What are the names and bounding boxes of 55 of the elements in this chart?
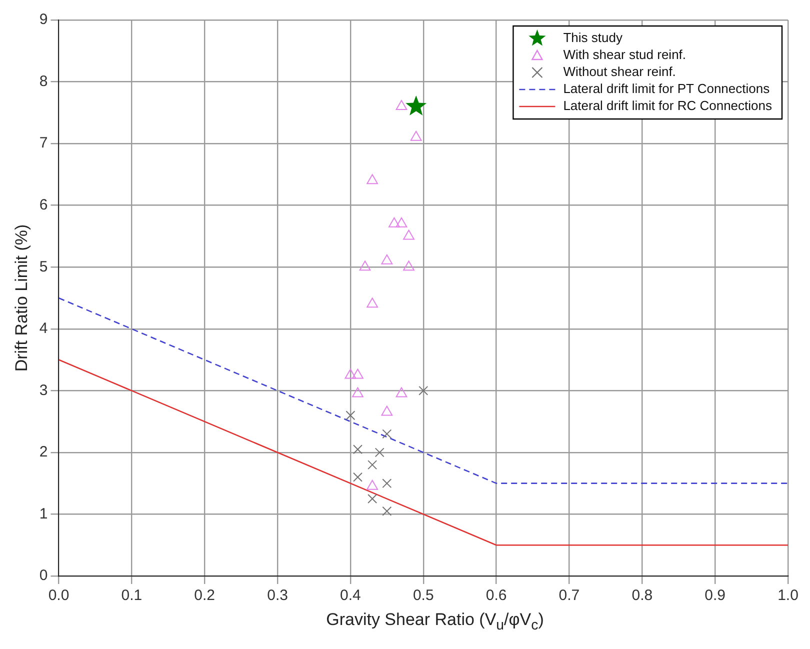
legend-label: This study xyxy=(563,30,623,46)
y-tick-label: 9 xyxy=(39,11,48,28)
point xyxy=(381,406,393,416)
point xyxy=(381,254,393,264)
x-axis-title: Gravity Shear Ratio (V$_{u}$/φV$_{c}$) xyxy=(325,610,545,634)
y-tick-label: 4 xyxy=(39,320,48,338)
point xyxy=(366,298,378,308)
point xyxy=(368,460,378,470)
point xyxy=(366,174,378,184)
legend-label: Lateral drift limit for RC Connections xyxy=(563,98,772,114)
x-tick-label: 0.9 xyxy=(704,587,726,604)
y-tick-label: 5 xyxy=(39,258,48,276)
x-tick-label: 0.1 xyxy=(121,587,142,604)
point xyxy=(403,230,414,240)
point xyxy=(366,480,378,490)
legend-label: With shear stud reinf. xyxy=(563,47,686,62)
point xyxy=(396,387,408,398)
y-tick-label: 7 xyxy=(39,134,48,152)
point xyxy=(344,368,356,379)
y-tick-label: 3 xyxy=(39,382,48,399)
y-axis-title: Drift Ratio Limit (%) xyxy=(12,224,31,372)
x-tick-label: 0.2 xyxy=(194,587,216,604)
x-tick-label: 0.3 xyxy=(267,587,288,604)
x-tick-label: 0.6 xyxy=(486,587,507,604)
x-tick-label: 0.0 xyxy=(48,587,70,604)
point xyxy=(406,95,427,116)
point xyxy=(346,410,356,420)
point xyxy=(382,506,392,516)
x-tick-label: 1.0 xyxy=(778,587,798,604)
point xyxy=(382,429,392,439)
point xyxy=(352,444,362,454)
y-tick-label: 0 xyxy=(39,567,48,584)
point xyxy=(368,494,378,504)
point xyxy=(396,100,408,110)
point xyxy=(418,386,428,396)
point xyxy=(396,217,408,228)
point xyxy=(374,448,384,458)
point xyxy=(410,130,422,141)
point xyxy=(352,387,364,398)
y-tick-label: 1 xyxy=(39,505,48,522)
y-tick-label: 2 xyxy=(39,444,48,461)
x-tick-label: 0.4 xyxy=(340,587,361,604)
point xyxy=(352,368,364,379)
point xyxy=(403,260,414,271)
y-tick-label: 6 xyxy=(39,196,48,214)
x-tick-label: 0.7 xyxy=(558,587,580,604)
point xyxy=(352,472,362,482)
point xyxy=(388,217,400,228)
legend-label: Lateral drift limit for PT Connections xyxy=(563,81,770,96)
point xyxy=(359,260,371,271)
point xyxy=(382,478,392,488)
y-tick-label: 8 xyxy=(39,72,48,90)
x-tick-label: 0.8 xyxy=(632,587,653,604)
legend-label: Without shear reinf. xyxy=(563,64,676,80)
x-tick-label: 0.5 xyxy=(412,587,434,604)
